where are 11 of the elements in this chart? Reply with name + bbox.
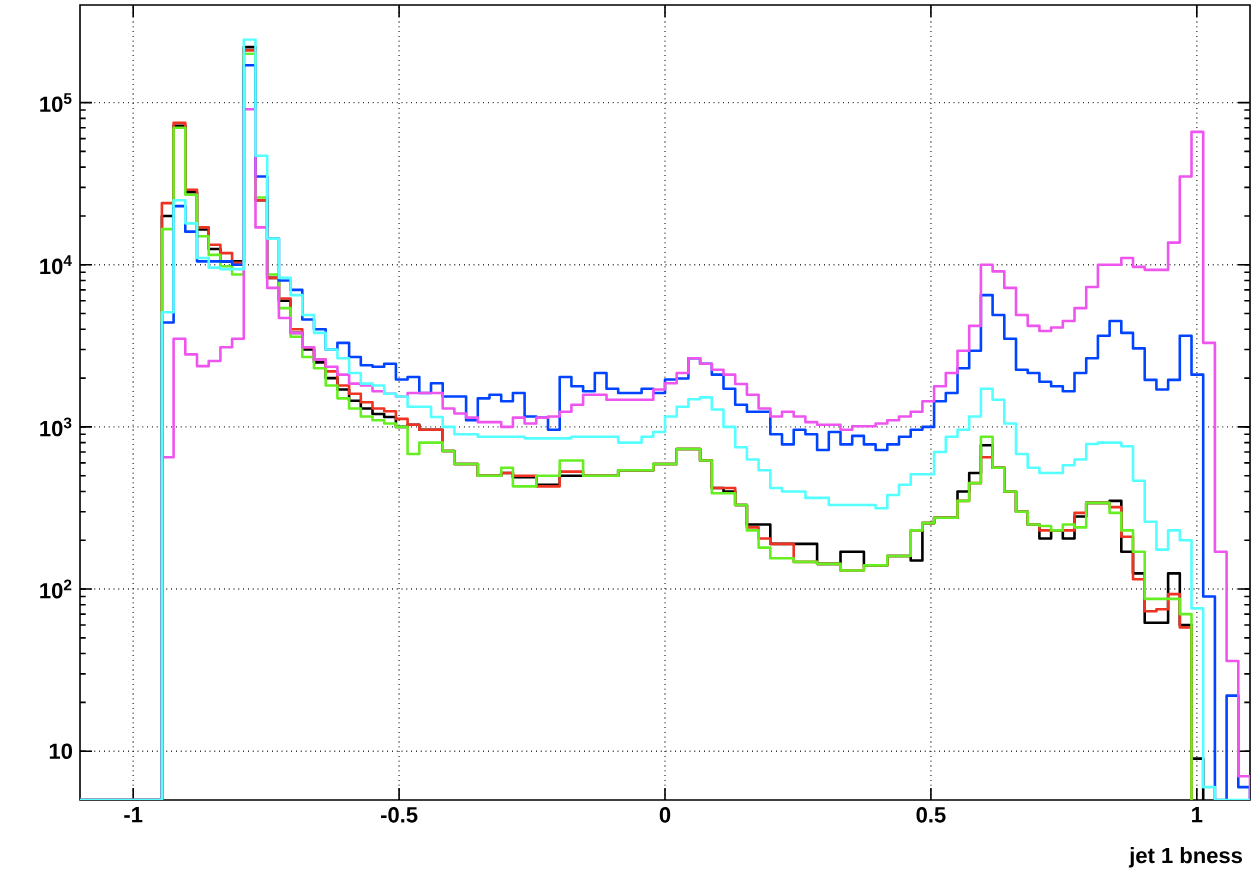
x-axis-title: jet 1 bness: [1128, 847, 1243, 868]
y-tick-label: 10$^{5}$: [40, 93, 72, 112]
y-tick-label: 10$^{3}$: [40, 417, 72, 437]
y-tick-label: 10$^{4}$: [40, 255, 72, 275]
y-tick-label: 10$^{2}$: [40, 579, 72, 599]
y-tick-label: 10: [49, 743, 73, 759]
x-tick-label: 0.5: [916, 807, 946, 823]
x-tick-label: -0.5: [380, 807, 418, 823]
x-tick-label: 0: [659, 807, 671, 823]
x-tick-label: -1: [124, 807, 143, 823]
x-tick-label: 1: [1192, 807, 1203, 823]
